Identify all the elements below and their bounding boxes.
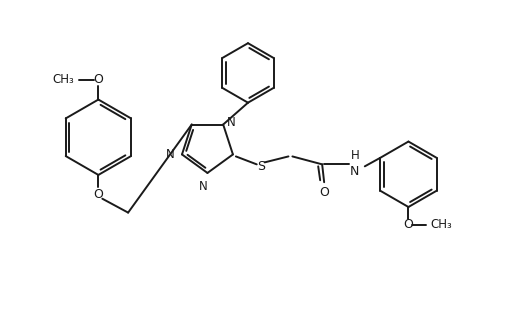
Text: CH₃: CH₃	[430, 218, 452, 231]
Text: N: N	[167, 148, 175, 161]
Text: O: O	[93, 73, 103, 86]
Text: H: H	[350, 149, 359, 162]
Text: CH₃: CH₃	[53, 73, 75, 86]
Text: N: N	[227, 116, 236, 129]
Text: N: N	[350, 165, 360, 178]
Text: O: O	[319, 186, 329, 199]
Text: N: N	[199, 180, 208, 193]
Text: O: O	[404, 218, 413, 231]
Text: S: S	[257, 160, 265, 173]
Text: O: O	[93, 188, 103, 201]
